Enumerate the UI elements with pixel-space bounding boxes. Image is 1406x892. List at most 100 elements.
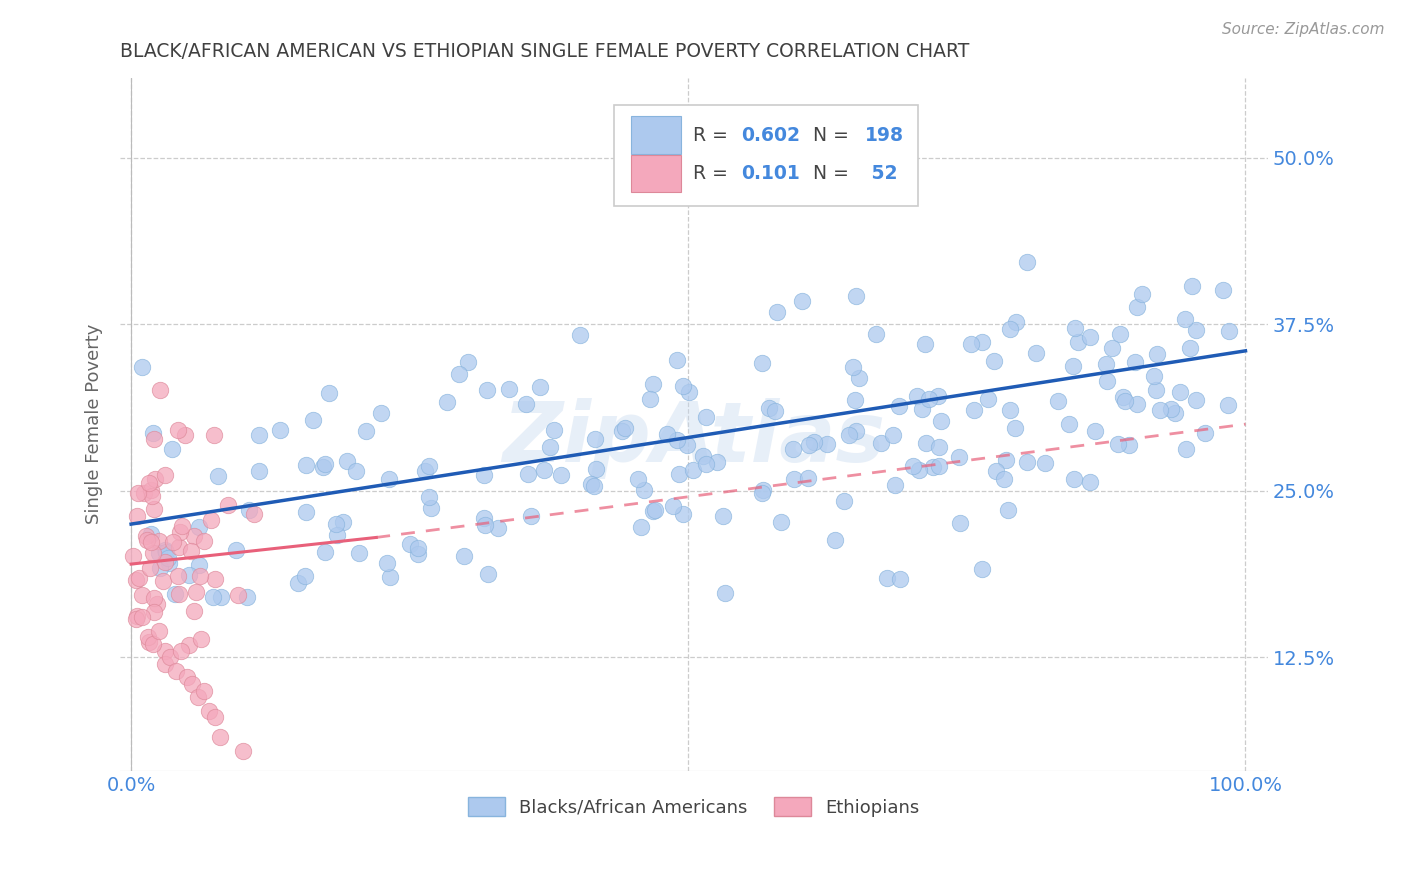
Point <box>824 533 846 547</box>
Point <box>294 458 316 472</box>
Point <box>997 502 1019 516</box>
Legend: Blacks/African Americans, Ethiopians: Blacks/African Americans, Ethiopians <box>461 790 927 824</box>
Point <box>146 598 169 612</box>
Point <box>325 528 347 542</box>
Point <box>803 434 825 449</box>
Point <box>799 438 821 452</box>
Point <box>1004 421 1026 435</box>
Point <box>633 483 655 497</box>
Point <box>153 555 176 569</box>
Point <box>1184 323 1206 337</box>
Point <box>209 590 232 604</box>
Point <box>142 637 165 651</box>
Point <box>655 426 678 441</box>
Point <box>644 502 666 516</box>
Point <box>1146 347 1168 361</box>
Point <box>1126 397 1149 411</box>
Point <box>832 494 855 508</box>
Point <box>142 591 165 605</box>
Point <box>983 354 1005 368</box>
Point <box>165 664 187 678</box>
Point <box>201 591 224 605</box>
Point <box>1212 284 1234 298</box>
Point <box>311 459 333 474</box>
Point <box>928 458 950 473</box>
Point <box>641 503 664 517</box>
Point <box>139 483 162 497</box>
Point <box>436 395 458 409</box>
Point <box>790 293 813 308</box>
Point <box>751 485 773 500</box>
Point <box>125 608 148 623</box>
Point <box>143 501 166 516</box>
Point <box>157 550 180 565</box>
Point <box>122 549 145 563</box>
Point <box>1181 279 1204 293</box>
Point <box>905 389 928 403</box>
Point <box>413 464 436 478</box>
Point <box>183 528 205 542</box>
Point <box>848 370 870 384</box>
Point <box>131 588 153 602</box>
Point <box>457 355 479 369</box>
Point <box>176 670 198 684</box>
Point <box>232 744 254 758</box>
Point <box>695 410 717 425</box>
Point <box>911 401 934 416</box>
Point <box>519 508 541 523</box>
Point <box>149 561 172 575</box>
Point <box>993 471 1015 485</box>
Point <box>844 392 866 407</box>
Point <box>204 572 226 586</box>
Point <box>453 549 475 563</box>
Point <box>449 367 471 381</box>
Point <box>170 644 193 658</box>
Point <box>325 516 347 531</box>
Point <box>198 704 221 718</box>
Point <box>143 432 166 446</box>
Point <box>249 465 271 479</box>
Point <box>301 413 323 427</box>
Point <box>949 516 972 530</box>
Point <box>498 382 520 396</box>
Point <box>295 505 318 519</box>
Text: N =: N = <box>813 164 855 183</box>
Point <box>148 546 170 560</box>
Point <box>876 570 898 584</box>
Point <box>914 336 936 351</box>
Point <box>1101 341 1123 355</box>
Point <box>153 657 176 671</box>
Point <box>1084 425 1107 439</box>
Point <box>149 383 172 397</box>
Point <box>815 437 838 451</box>
Point <box>136 533 159 548</box>
Point <box>486 521 509 535</box>
Point <box>377 472 399 486</box>
Point <box>1064 320 1087 334</box>
Point <box>193 534 215 549</box>
Point <box>568 328 591 343</box>
Point <box>672 508 695 522</box>
Point <box>125 611 148 625</box>
Point <box>889 572 911 586</box>
Text: 0.101: 0.101 <box>741 164 800 183</box>
Point <box>125 573 148 587</box>
Point <box>984 464 1007 478</box>
Point <box>344 464 367 478</box>
Point <box>174 427 197 442</box>
Point <box>153 644 176 658</box>
Point <box>474 517 496 532</box>
Point <box>1126 300 1149 314</box>
Point <box>138 635 160 649</box>
Point <box>1095 357 1118 371</box>
Point <box>1118 437 1140 451</box>
Point <box>845 425 868 439</box>
Point <box>138 476 160 491</box>
Point <box>207 468 229 483</box>
Point <box>1078 329 1101 343</box>
Point <box>1184 393 1206 408</box>
Point <box>153 467 176 482</box>
Text: Source: ZipAtlas.com: Source: ZipAtlas.com <box>1222 22 1385 37</box>
Point <box>1149 402 1171 417</box>
Point <box>398 537 420 551</box>
